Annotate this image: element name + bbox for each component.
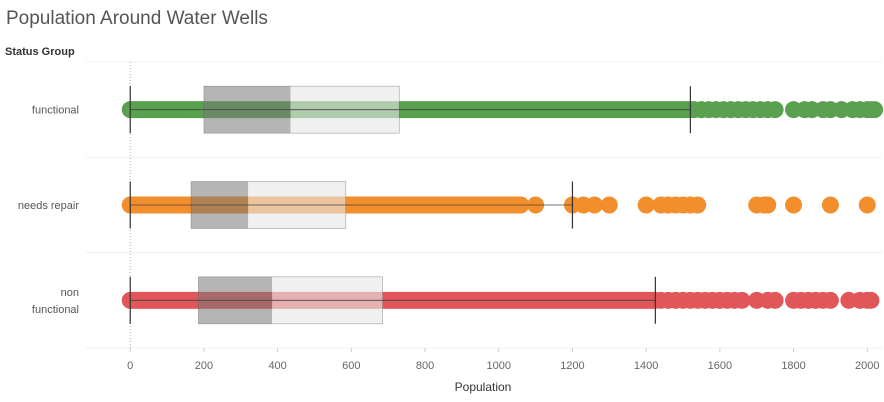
x-tick-label: 0 <box>127 360 133 372</box>
data-point <box>821 291 839 309</box>
row-label-line: functional <box>32 105 79 117</box>
status-row: functional <box>32 85 884 134</box>
x-axis: 0 200 400 600 800 1000 1200 1400 1600 1800 2000 <box>127 348 880 372</box>
data-point <box>689 196 707 214</box>
chart-title: Population Around Water Wells <box>6 8 268 29</box>
data-point <box>766 291 784 309</box>
x-tick-label: 1600 <box>708 360 732 372</box>
data-point <box>858 196 876 214</box>
data-point <box>600 196 618 214</box>
x-axis-title: Population <box>455 380 512 394</box>
x-tick-label: 1400 <box>634 360 658 372</box>
x-tick-label: 200 <box>195 360 213 372</box>
data-point <box>821 196 839 214</box>
status-row: needs repair <box>18 181 876 229</box>
row-label-line: needs repair <box>18 200 79 212</box>
row-label-line: functional <box>32 304 79 316</box>
data-point <box>637 196 655 214</box>
data-point <box>759 196 777 214</box>
x-tick-label: 2000 <box>855 360 879 372</box>
x-tick-label: 1200 <box>560 360 584 372</box>
x-tick-label: 600 <box>342 360 360 372</box>
x-tick-label: 800 <box>416 360 434 372</box>
row-label: non functional <box>32 287 79 316</box>
row-label: needs repair <box>18 200 79 212</box>
x-tick-label: 1000 <box>486 360 510 372</box>
data-point <box>766 101 784 119</box>
data-point <box>733 291 751 309</box>
grid-layer <box>86 61 882 349</box>
data-point <box>785 196 803 214</box>
data-point <box>866 101 884 119</box>
rows-layer: functional needs repair non functional <box>18 85 884 325</box>
x-tick-label: 400 <box>268 360 286 372</box>
data-point <box>586 196 604 214</box>
row-label-line: non <box>61 287 79 299</box>
status-row: non functional <box>32 276 880 325</box>
data-point <box>862 291 880 309</box>
row-label: functional <box>32 105 79 117</box>
x-tick-label: 1800 <box>781 360 805 372</box>
row-axis-header: Status Group <box>5 46 75 58</box>
